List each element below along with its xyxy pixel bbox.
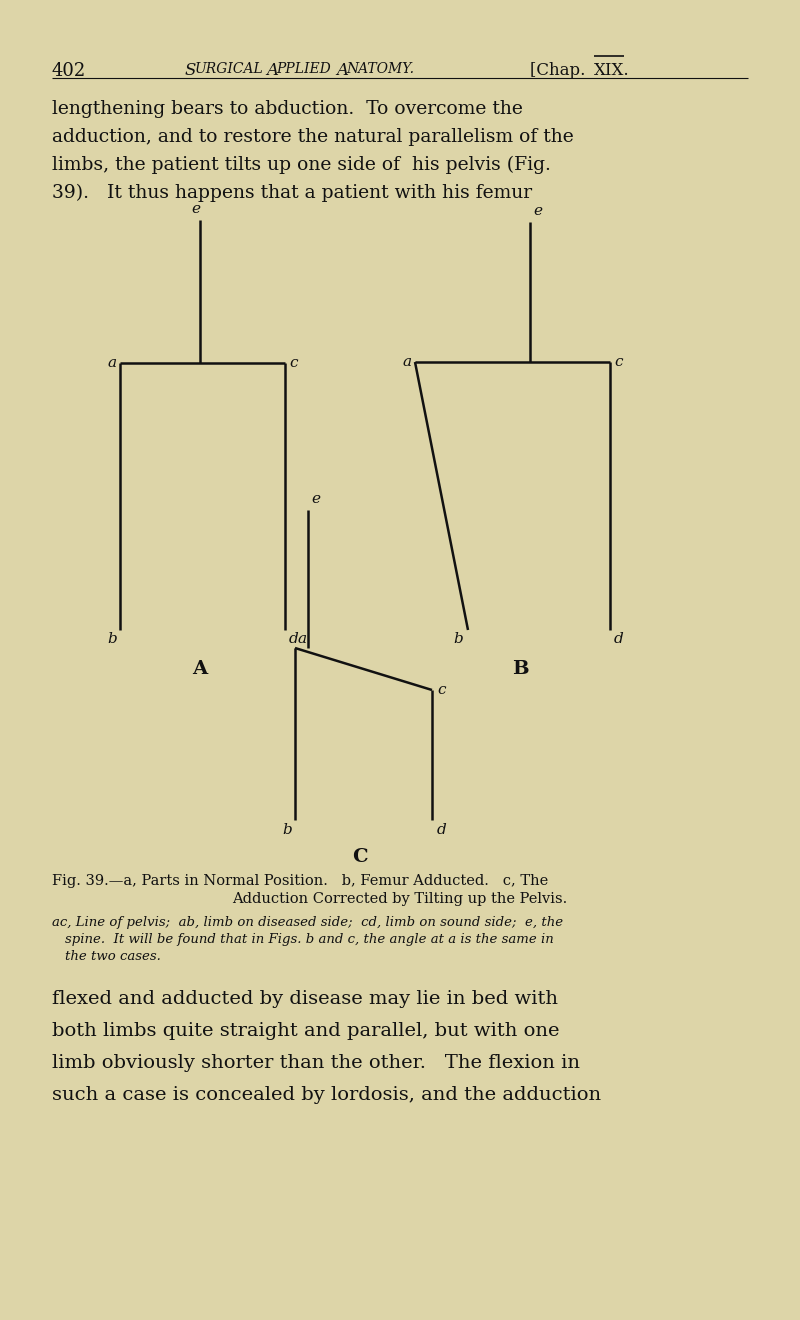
Text: e: e — [533, 205, 542, 218]
Text: b: b — [282, 822, 292, 837]
Text: c: c — [289, 356, 298, 370]
Text: the two cases.: the two cases. — [65, 950, 161, 964]
Text: S: S — [185, 62, 196, 79]
Text: both limbs quite straight and parallel, but with one: both limbs quite straight and parallel, … — [52, 1022, 559, 1040]
Text: C: C — [352, 847, 368, 866]
Text: A: A — [193, 660, 207, 678]
Text: spine.  It will be found that in Figs. b and c, the angle at a is the same in: spine. It will be found that in Figs. b … — [65, 933, 554, 946]
Text: such a case is concealed by lordosis, and the adduction: such a case is concealed by lordosis, an… — [52, 1086, 601, 1104]
Text: 402: 402 — [52, 62, 86, 81]
Text: a: a — [403, 355, 412, 370]
Text: d: d — [614, 632, 624, 645]
Text: limb obviously shorter than the other.   The flexion in: limb obviously shorter than the other. T… — [52, 1053, 580, 1072]
Text: b: b — [107, 632, 117, 645]
Text: e: e — [191, 202, 201, 216]
Text: flexed and adducted by disease may lie in bed with: flexed and adducted by disease may lie i… — [52, 990, 558, 1008]
Text: lengthening bears to abduction.  To overcome the: lengthening bears to abduction. To overc… — [52, 100, 523, 117]
Text: URGICAL: URGICAL — [195, 62, 264, 77]
Text: d: d — [437, 822, 446, 837]
Text: A: A — [336, 62, 348, 79]
Text: B: B — [512, 660, 528, 678]
Text: ac, Line of pelvis;  ab, limb on diseased side;  cd, limb on sound side;  e, the: ac, Line of pelvis; ab, limb on diseased… — [52, 916, 563, 929]
Text: limbs, the patient tilts up one side of  his pelvis (Fig.: limbs, the patient tilts up one side of … — [52, 156, 551, 174]
Text: e: e — [311, 492, 320, 506]
Text: d: d — [289, 632, 298, 645]
Text: adduction, and to restore the natural parallelism of the: adduction, and to restore the natural pa… — [52, 128, 574, 147]
Text: Fig. 39.—a, Parts in Normal Position.   b, Femur Adducted.   c, The: Fig. 39.—a, Parts in Normal Position. b,… — [52, 874, 548, 888]
Text: Adduction Corrected by Tilting up the Pelvis.: Adduction Corrected by Tilting up the Pe… — [232, 892, 568, 906]
Text: c: c — [437, 682, 446, 697]
Text: XIX.: XIX. — [594, 62, 630, 79]
Text: c: c — [614, 355, 622, 370]
Text: b: b — [454, 632, 463, 645]
Text: NATOMY.: NATOMY. — [346, 62, 414, 77]
Text: a: a — [297, 632, 306, 645]
Text: PPLIED: PPLIED — [276, 62, 330, 77]
Text: [Chap.: [Chap. — [530, 62, 590, 79]
Text: A: A — [266, 62, 278, 79]
Text: 39).   It thus happens that a patient with his femur: 39). It thus happens that a patient with… — [52, 183, 532, 202]
Text: a: a — [108, 356, 117, 370]
